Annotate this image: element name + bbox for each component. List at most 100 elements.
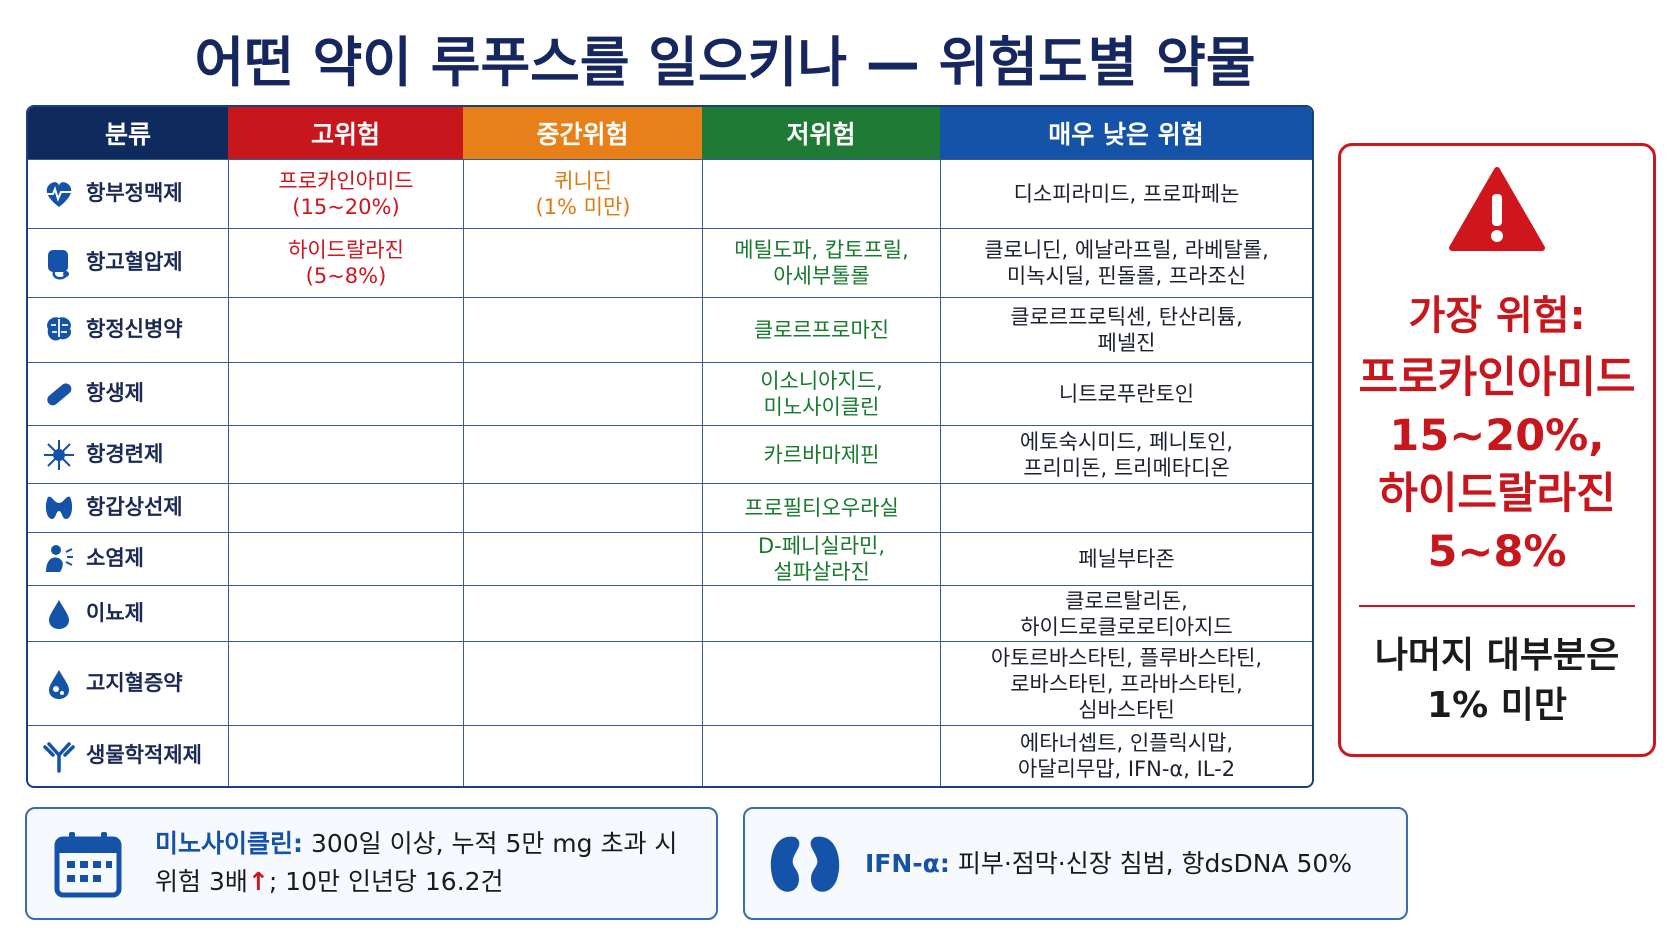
calendar-icon — [54, 832, 122, 898]
category-label: 항고혈압제 — [86, 250, 183, 274]
drug-cell: 페닐부타존 — [940, 532, 1312, 585]
category-icon — [44, 439, 74, 470]
category-cell: 고지혈증약 — [28, 641, 228, 725]
note-text: 미노사이클린: 300일 이상, 누적 5만 mg 초과 시 위험 3배↑; 1… — [155, 825, 677, 901]
warning-icon — [1449, 167, 1545, 251]
category-label: 항생제 — [86, 381, 144, 405]
category-cell: 항고혈압제 — [28, 228, 228, 297]
warning-footer: 나머지 대부분은 1% 미만 — [1374, 635, 1620, 726]
drug-cell: 프로필티오우라실 — [702, 483, 940, 532]
risk-table: 분류 고위험 중간위험 저위험 매우 낮은 위험 항부정맥제 프로카인아미드 (15~20… — [26, 105, 1314, 788]
title: 어떤 약이 루푸스를 일으키나 — 위험도별 약물 — [194, 31, 1256, 94]
drug-cell — [228, 483, 463, 532]
note-body: ; 10만 인년당 16.2건 — [268, 867, 504, 896]
drug-cell — [463, 362, 702, 425]
note-body: 피부·점막·신장 침범, 항dsDNA 50% — [957, 849, 1353, 878]
drug-cell — [463, 228, 702, 297]
drug-cell: 디소피라미드, 프로파페논 — [940, 159, 1312, 228]
kidney-icon — [770, 836, 840, 892]
category-icon — [49, 599, 69, 629]
divider — [1359, 605, 1635, 607]
note-text: IFN-α: 피부·점막·신장 침범, 항dsDNA 50% — [865, 845, 1352, 883]
warning-box: 가장 위험: 프로카인아미드 15~20%, 하이드랄라진 5~8% 나머지 대… — [1338, 143, 1656, 757]
warning-body: 프로카인아미드 15~20%, 하이드랄라진 5~8% — [1358, 353, 1636, 577]
column-header: 중간위험 — [463, 107, 702, 159]
drug-cell — [228, 585, 463, 641]
drug-cell — [228, 362, 463, 425]
drug-cell — [228, 297, 463, 362]
drug-cell — [702, 725, 940, 786]
column-header: 분류 — [28, 107, 228, 159]
note-box: IFN-α: 피부·점막·신장 침범, 항dsDNA 50% — [743, 807, 1408, 920]
drug-cell — [702, 641, 940, 725]
drug-cell — [463, 425, 702, 483]
drug-cell — [228, 532, 463, 585]
drug-cell: 니트로푸란토인 — [940, 362, 1312, 425]
drug-cell: 프로카인아미드 (15~20%) — [228, 159, 463, 228]
drug-cell: 퀴니딘 (1% 미만) — [463, 159, 702, 228]
category-icon — [43, 742, 75, 773]
category-cell: 항생제 — [28, 362, 228, 425]
category-label: 이뇨제 — [86, 600, 144, 625]
drug-cell — [228, 725, 463, 786]
drug-cell: 클로르프로마진 — [702, 297, 940, 362]
drug-cell — [463, 641, 702, 725]
table-row: 소염제 D-페니실라민, 설파살라진 페닐부타존 — [28, 532, 1312, 585]
drug-cell — [463, 483, 702, 532]
drug-cell — [940, 483, 1312, 532]
drug-cell: 아토르바스타틴, 플루바스타틴, 로바스타틴, 프라바스타틴, 심바스타틴 — [940, 641, 1312, 725]
drug-cell: 에토숙시미드, 페니토인, 프리미돈, 트리메타디온 — [940, 425, 1312, 483]
column-header: 고위험 — [228, 107, 463, 159]
table-row: 생물학적제제 에타너셉트, 인플릭시맙, 아달리무맙, IFN-α, IL-2 — [28, 725, 1312, 786]
drug-cell — [228, 641, 463, 725]
drug-cell — [463, 725, 702, 786]
table-row: 고지혈증약 아토르바스타틴, 플루바스타틴, 로바스타틴, 프라바스타틴, 심바스… — [28, 641, 1312, 725]
table-row: 항정신병약 클로르프로마진 클로르프로틱센, 탄산리튬, 페넬진 — [28, 297, 1312, 362]
category-icon — [48, 250, 69, 280]
category-label: 고지혈증약 — [86, 670, 183, 695]
note-body: 300일 이상, 누적 5만 mg 초과 시 위험 3배 — [155, 829, 678, 896]
note-box: 미노사이클린: 300일 이상, 누적 5만 mg 초과 시 위험 3배↑; 1… — [25, 807, 718, 920]
category-cell: 생물학적제제 — [28, 725, 228, 786]
category-label: 항경련제 — [86, 441, 164, 466]
category-cell: 이뇨제 — [28, 585, 228, 641]
note-label: IFN-α: — [865, 849, 950, 878]
column-header: 매우 낮은 위험 — [940, 107, 1312, 159]
category-cell: 항정신병약 — [28, 297, 228, 362]
drug-cell: 클로니딘, 에날라프릴, 라베탈롤, 미녹시딜, 핀돌롤, 프라조신 — [940, 228, 1312, 297]
category-icon — [45, 496, 73, 519]
drug-cell — [228, 425, 463, 483]
drug-cell: 메틸도파, 캅토프릴, 아세부톨롤 — [702, 228, 940, 297]
category-label: 소염제 — [86, 546, 144, 570]
header-row: 분류 고위험 중간위험 저위험 매우 낮은 위험 — [28, 107, 1312, 159]
table-row: 항경련제 카르바마제핀 에토숙시미드, 페니토인, 프리미돈, 트리메타디온 — [28, 425, 1312, 483]
table-row: 항부정맥제 프로카인아미드 (15~20%) 퀴니딘 (1% 미만) 디소피라미드, … — [28, 159, 1312, 228]
table-row: 항생제 이소니아지드, 미노사이클린 니트로푸란토인 — [28, 362, 1312, 425]
table-row: 항갑상선제 프로필티오우라실 — [28, 483, 1312, 532]
column-header: 저위험 — [702, 107, 940, 159]
category-label: 항갑상선제 — [86, 495, 183, 519]
category-label: 생물학적제제 — [86, 743, 202, 767]
drug-cell: D-페니실라민, 설파살라진 — [702, 532, 940, 585]
category-icon — [46, 182, 72, 207]
category-icon — [47, 317, 72, 341]
drug-cell: 하이드랄라진 (5~8%) — [228, 228, 463, 297]
drug-cell: 클로르프로틱센, 탄산리튬, 페넬진 — [940, 297, 1312, 362]
category-icon — [46, 545, 73, 572]
drug-cell — [702, 159, 940, 228]
drug-cell — [463, 532, 702, 585]
category-cell: 항경련제 — [28, 425, 228, 483]
drug-cell — [702, 585, 940, 641]
category-cell: 소염제 — [28, 532, 228, 585]
drug-cell: 카르바마제핀 — [702, 425, 940, 483]
table-body: 항부정맥제 프로카인아미드 (15~20%) 퀴니딘 (1% 미만) 디소피라미드, … — [28, 159, 1312, 786]
category-label: 항정신병약 — [86, 317, 183, 341]
category-label: 항부정맥제 — [86, 181, 183, 205]
drug-cell: 클로르탈리돈, 하이드로클로로티아지드 — [940, 585, 1312, 641]
category-cell: 항부정맥제 — [28, 159, 228, 228]
drug-cell — [463, 297, 702, 362]
category-cell: 항갑상선제 — [28, 483, 228, 532]
note-label: 미노사이클린: — [155, 829, 303, 858]
note-arrow: ↑ — [247, 867, 269, 896]
